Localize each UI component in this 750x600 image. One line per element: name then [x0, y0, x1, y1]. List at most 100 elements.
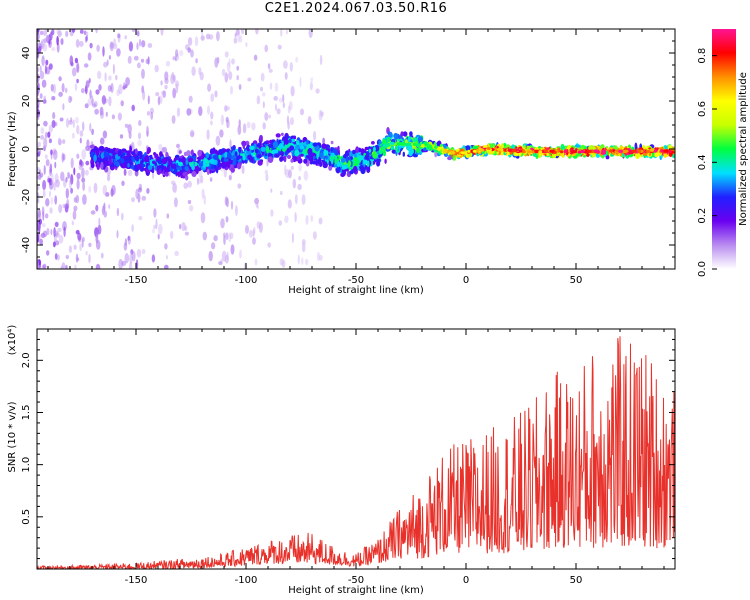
heatmap-cell: [246, 121, 251, 129]
heatmap-cell: [133, 55, 139, 61]
heatmap-cell: [284, 164, 287, 176]
heatmap-cell: [136, 42, 139, 50]
heatmap-cell: [284, 151, 289, 156]
heatmap-cell: [127, 55, 132, 64]
heatmap-cell: [71, 220, 74, 226]
heatmap-cell: [41, 55, 45, 67]
heatmap-cell: [480, 148, 485, 152]
heatmap-cell: [98, 145, 105, 152]
heatmap-cell: [161, 157, 168, 165]
heatmap-cell: [88, 77, 91, 84]
heatmap-cell: [165, 255, 168, 260]
heatmap-cell: [75, 39, 80, 48]
colorbar-gradient: [712, 29, 736, 269]
heatmap-cell: [65, 30, 69, 37]
heatmap-cell: [73, 209, 76, 218]
heatmap-cell: [179, 50, 184, 57]
heatmap-cell: [37, 185, 40, 191]
heatmap-cell: [147, 164, 153, 171]
heatmap-cell: [62, 153, 66, 161]
heatmap-cell: [278, 143, 284, 150]
heatmap-cell: [51, 47, 56, 52]
heatmap-cell: [106, 59, 109, 66]
heatmap-cell: [184, 166, 189, 171]
heatmap-cell: [93, 101, 98, 108]
heatmap-cell: [45, 66, 51, 75]
heatmap-cell: [521, 150, 526, 154]
heatmap-cell: [206, 168, 210, 175]
heatmap-cell: [61, 262, 66, 269]
heatmap-cell: [50, 149, 53, 156]
heatmap-cell: [275, 103, 277, 112]
heatmap-cell: [39, 238, 43, 245]
heatmap-cell: [295, 145, 300, 150]
heatmap-cell: [136, 248, 142, 258]
heatmap-cell: [223, 158, 229, 162]
heatmap-cell: [277, 44, 282, 50]
heatmap-cell: [42, 99, 47, 104]
heatmap-cell: [164, 171, 169, 177]
heatmap-cell: [60, 171, 65, 182]
heatmap-cell: [215, 166, 219, 174]
heatmap-cell: [186, 150, 191, 157]
heatmap-cell: [270, 188, 273, 193]
heatmap-cell: [82, 181, 85, 192]
heatmap-cell: [341, 165, 346, 170]
heatmap-cell: [94, 108, 99, 115]
heatmap-cell: [83, 63, 89, 68]
heatmap-cell: [289, 145, 295, 151]
heatmap-cell: [103, 150, 107, 159]
heatmap-cell: [219, 129, 224, 138]
heatmap-cell: [108, 75, 112, 81]
heatmap-cell: [249, 145, 255, 151]
heatmap-cell: [227, 152, 232, 159]
y-tick-label: 20: [21, 95, 32, 108]
heatmap-cell: [192, 155, 197, 163]
heatmap-cell: [127, 163, 130, 168]
heatmap-cell: [288, 100, 293, 111]
heatmap-cell: [81, 167, 85, 179]
heatmap-cell: [164, 77, 169, 85]
heatmap-cell: [224, 254, 229, 264]
y-tick-label: 0.5: [21, 509, 32, 525]
heatmap-cell: [200, 212, 206, 224]
heatmap-cell: [298, 176, 301, 181]
snr-y-axis-label: SNR (10 * v/v): [7, 401, 18, 472]
heatmap-cell: [65, 255, 70, 259]
heatmap-cell: [137, 187, 142, 193]
heatmap-cell: [353, 165, 358, 173]
heatmap-cell: [549, 149, 555, 153]
heatmap-cell: [127, 169, 133, 177]
heatmap-cell: [238, 147, 242, 153]
heatmap-cell: [209, 158, 215, 164]
heatmap-cell: [195, 58, 198, 64]
heatmap-cell: [110, 42, 114, 49]
heatmap-cell: [287, 169, 292, 179]
heatmap-cell: [322, 137, 325, 145]
heatmap-cell: [124, 35, 127, 40]
heatmap-cell: [42, 263, 47, 269]
heatmap-cell: [109, 163, 115, 168]
heatmap-cell: [284, 72, 288, 80]
heatmap-cell: [158, 143, 163, 151]
heatmap-cell: [253, 226, 256, 235]
heatmap-cell: [72, 132, 75, 139]
heatmap-cell: [316, 251, 321, 262]
heatmap-cell: [62, 221, 67, 231]
heatmap-cell: [37, 174, 42, 180]
heatmap-cell: [230, 244, 235, 255]
heatmap-cell: [191, 171, 197, 177]
heatmap-cell: [51, 179, 55, 186]
heatmap-cell: [225, 232, 229, 240]
heatmap-cell: [51, 96, 56, 101]
heatmap-cell: [382, 149, 386, 157]
x-tick-label: 50: [570, 575, 583, 586]
heatmap-cell: [241, 165, 245, 174]
heatmap-cell: [289, 117, 294, 126]
heatmap-cell: [55, 232, 60, 238]
heatmap-cell: [61, 83, 65, 93]
heatmap-cell: [123, 155, 129, 160]
heatmap-cell: [334, 158, 338, 165]
heatmap-cell: [115, 161, 120, 167]
heatmap-cell: [122, 152, 125, 157]
